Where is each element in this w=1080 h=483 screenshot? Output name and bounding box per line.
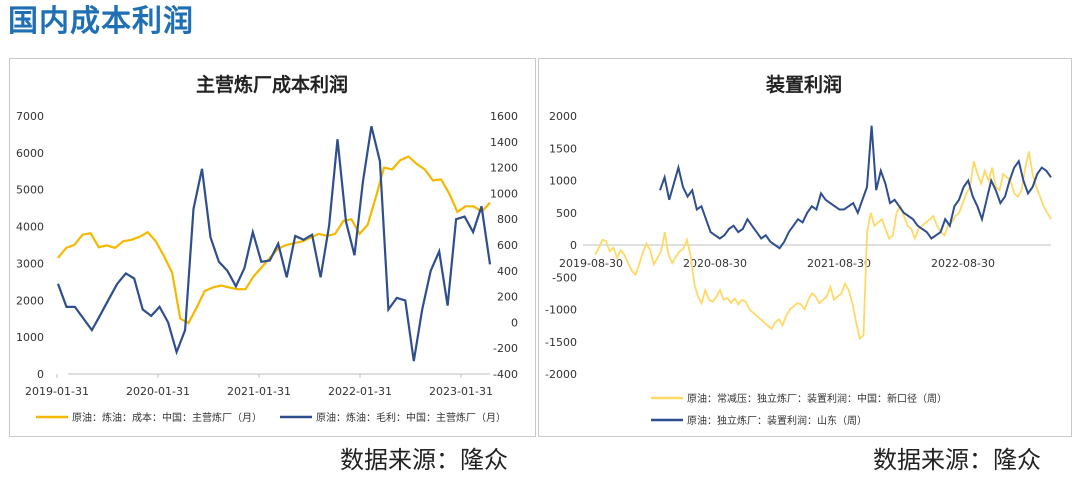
- y-left-tick-label: 3000: [16, 257, 44, 270]
- x-tick-label: 2021-08-30: [807, 257, 871, 270]
- y-tick-label: 500: [556, 207, 577, 220]
- x-tick-label: 2022-01-31: [328, 385, 392, 398]
- y-right-tick-label: 1000: [490, 187, 518, 200]
- chart-unit-profit: 装置利润 -2000 -1500 -1000 -500 0 500 1000 1500 2000 2…: [545, 73, 1052, 427]
- y-right-tick-label: 600: [497, 239, 518, 252]
- y-right-tick-label: -200: [493, 342, 518, 355]
- page-title: 国内成本利润: [8, 4, 194, 39]
- y-left-tick-label: 4000: [16, 221, 44, 234]
- y-right-tick-label: 400: [497, 265, 518, 278]
- y-left-tick-label: 6000: [16, 147, 44, 160]
- chart-panel-refinery-cost-profit: 主营炼厂成本利润 0 1000 2000 3000 4000 5000 6000 7000 -40…: [9, 58, 536, 437]
- chart-title: 装置利润: [765, 73, 842, 96]
- y-left-tick-label: 1000: [16, 331, 44, 344]
- y-tick-label: 1500: [549, 142, 577, 155]
- y-tick-label: -1000: [545, 304, 577, 317]
- series-line-gross-profit: [56, 126, 492, 362]
- y-right-tick-label: 800: [497, 213, 518, 226]
- y-right-tick-label: -400: [493, 368, 518, 381]
- series-line-topping-unit-profit: [594, 151, 1052, 341]
- source-note-right: 数据来源：隆众: [873, 446, 1041, 474]
- x-tick-label: 2020-01-31: [126, 385, 190, 398]
- legend-label-gross-profit: 原油：炼油：毛利：中国：主营炼厂（月）: [316, 411, 506, 424]
- y-right-tick-label: 1400: [490, 136, 518, 149]
- y-tick-label: 2000: [549, 110, 577, 123]
- y-left-tick-label: 0: [37, 368, 44, 381]
- y-tick-label: -1500: [545, 336, 577, 349]
- x-tick-label: 2019-08-30: [559, 257, 623, 270]
- y-tick-label: 1000: [549, 175, 577, 188]
- chart-panel-unit-profit: 装置利润 -2000 -1500 -1000 -500 0 500 1000 1500 2000 2…: [538, 58, 1072, 437]
- y-right-tick-label: 1600: [490, 110, 518, 123]
- y-left-tick-label: 5000: [16, 184, 44, 197]
- legend-label-cost: 原油：炼油：成本：中国：主营炼厂（月）: [72, 411, 262, 424]
- y-left-tick-label: 2000: [16, 294, 44, 307]
- y-tick-label: 0: [570, 239, 577, 252]
- y-tick-label: -500: [552, 271, 577, 284]
- y-right-tick-label: 0: [511, 316, 518, 329]
- chart-title: 主营炼厂成本利润: [196, 73, 348, 96]
- x-tick-label: 2023-01-31: [429, 385, 493, 398]
- y-right-tick-label: 1200: [490, 162, 518, 175]
- x-tick-label: 2020-08-30: [683, 257, 747, 270]
- legend-label-shandong-unit-profit: 原油：独立炼厂：装置利润：山东（周）: [687, 414, 867, 427]
- y-right-tick-label: 200: [497, 291, 518, 304]
- x-tick-label: 2019-01-31: [25, 385, 89, 398]
- y-left-tick-label: 7000: [16, 110, 44, 123]
- chart-refinery-cost-profit: 主营炼厂成本利润01000200030004000500060007000-40…: [16, 73, 518, 424]
- legend-label-topping-unit-profit: 原油：常减压：独立炼厂：装置利润：中国：新口径（周）: [687, 392, 947, 405]
- y-tick-label: -2000: [545, 368, 577, 381]
- source-note-left: 数据来源：隆众: [340, 446, 508, 474]
- series-line-shandong-unit-profit: [659, 125, 1052, 250]
- x-tick-label: 2022-08-30: [931, 257, 995, 270]
- x-tick-label: 2021-01-31: [227, 385, 291, 398]
